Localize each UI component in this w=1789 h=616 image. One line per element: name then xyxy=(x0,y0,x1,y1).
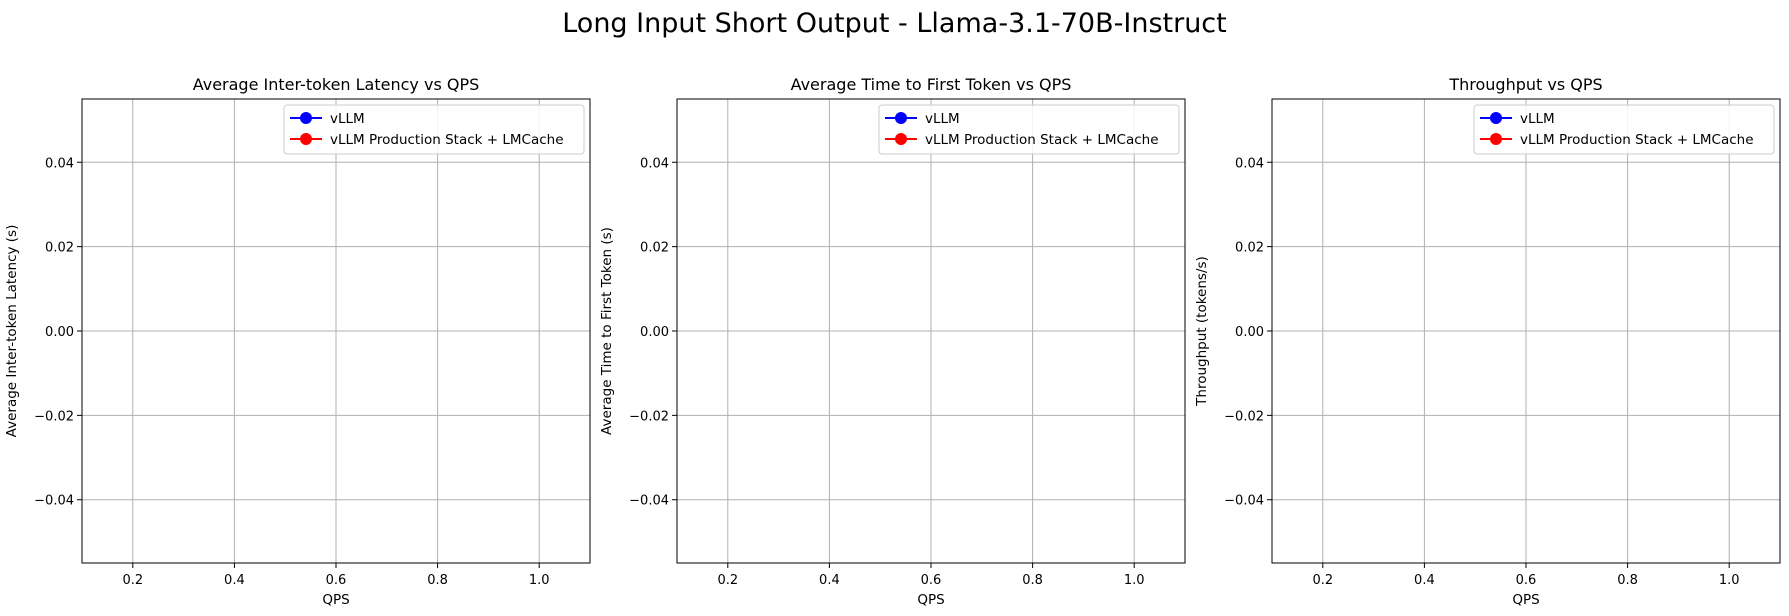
subplot-3: 0.2 0.4 0.6 0.8 1.0 −0.04 −0.02 0.00 0.02 0.04 Thr… xyxy=(1194,75,1781,608)
x-tick-label: 0.8 xyxy=(427,573,448,588)
legend-label: vLLM xyxy=(1520,111,1555,127)
x-axis-label: QPS xyxy=(322,592,349,608)
y-tick-label: 0.04 xyxy=(640,156,669,171)
legend-label: vLLM xyxy=(925,111,960,127)
y-tick-label: −0.02 xyxy=(34,409,74,424)
legend-box xyxy=(878,104,1180,155)
legend-marker xyxy=(895,112,907,124)
x-tick-label: 0.6 xyxy=(921,573,942,588)
y-axis-label: Average Time to First Token (s) xyxy=(599,227,615,435)
x-axis-label: QPS xyxy=(1512,592,1539,608)
legend-marker xyxy=(1490,133,1502,145)
legend-marker xyxy=(895,133,907,145)
x-tick-label: 0.8 xyxy=(1617,573,1638,588)
legend-label: vLLM Production Stack + LMCache xyxy=(330,132,564,148)
legend-marker xyxy=(300,133,312,145)
y-tick-label: 0.00 xyxy=(640,325,669,340)
x-tick-label: 1.0 xyxy=(1124,573,1145,588)
y-tick-label: 0.00 xyxy=(1235,325,1264,340)
x-tick-label: 0.2 xyxy=(717,573,738,588)
x-tick-label: 0.8 xyxy=(1022,573,1043,588)
y-tick-label: 0.02 xyxy=(1235,241,1264,256)
y-axis-label: Average Inter-token Latency (s) xyxy=(4,225,20,438)
x-tick-label: 0.2 xyxy=(122,573,143,588)
y-tick-label: 0.04 xyxy=(45,156,74,171)
subplot-title: Throughput vs QPS xyxy=(1448,75,1602,94)
x-tick-label: 0.2 xyxy=(1312,573,1333,588)
legend-marker xyxy=(300,112,312,124)
legend: vLLM vLLM Production Stack + LMCache xyxy=(878,104,1180,155)
legend-box xyxy=(283,104,585,155)
x-axis-label: QPS xyxy=(917,592,944,608)
x-tick-label: 1.0 xyxy=(529,573,550,588)
legend-label: vLLM Production Stack + LMCache xyxy=(1520,132,1754,148)
legend: vLLM vLLM Production Stack + LMCache xyxy=(283,104,585,155)
y-axis-label: Throughput (tokens/s) xyxy=(1194,256,1210,407)
x-tick-label: 0.4 xyxy=(224,573,245,588)
figure-title: Long Input Short Output - Llama-3.1-70B-… xyxy=(562,8,1227,39)
subplot-1: 0.2 0.4 0.6 0.8 1.0 −0.04 −0.02 0.00 0.02 0.04 Ave… xyxy=(4,75,591,608)
subplot-title: Average Time to First Token vs QPS xyxy=(791,75,1072,94)
x-tick-label: 0.6 xyxy=(1516,573,1537,588)
x-tick-label: 0.4 xyxy=(1414,573,1435,588)
y-tick-label: −0.04 xyxy=(34,494,74,509)
x-tick-label: 0.4 xyxy=(819,573,840,588)
y-tick-label: −0.04 xyxy=(629,494,669,509)
y-tick-label: −0.02 xyxy=(629,409,669,424)
subplot-title: Average Inter-token Latency vs QPS xyxy=(193,75,480,94)
y-tick-label: −0.04 xyxy=(1224,494,1264,509)
y-tick-label: 0.02 xyxy=(45,241,74,256)
y-tick-label: 0.02 xyxy=(640,241,669,256)
x-tick-label: 1.0 xyxy=(1719,573,1740,588)
y-tick-label: 0.04 xyxy=(1235,156,1264,171)
x-tick-label: 0.6 xyxy=(326,573,347,588)
legend-marker xyxy=(1490,112,1502,124)
subplots: 0.2 0.4 0.6 0.8 1.0 −0.04 −0.02 0.00 0.02 0.04 Ave… xyxy=(4,75,1781,608)
y-tick-label: 0.00 xyxy=(45,325,74,340)
legend-label: vLLM xyxy=(330,111,365,127)
subplot-2: 0.2 0.4 0.6 0.8 1.0 −0.04 −0.02 0.00 0.02 0.04 Ave… xyxy=(599,75,1186,608)
legend-box xyxy=(1473,104,1775,155)
y-tick-label: −0.02 xyxy=(1224,409,1264,424)
legend: vLLM vLLM Production Stack + LMCache xyxy=(1473,104,1775,155)
legend-label: vLLM Production Stack + LMCache xyxy=(925,132,1159,148)
